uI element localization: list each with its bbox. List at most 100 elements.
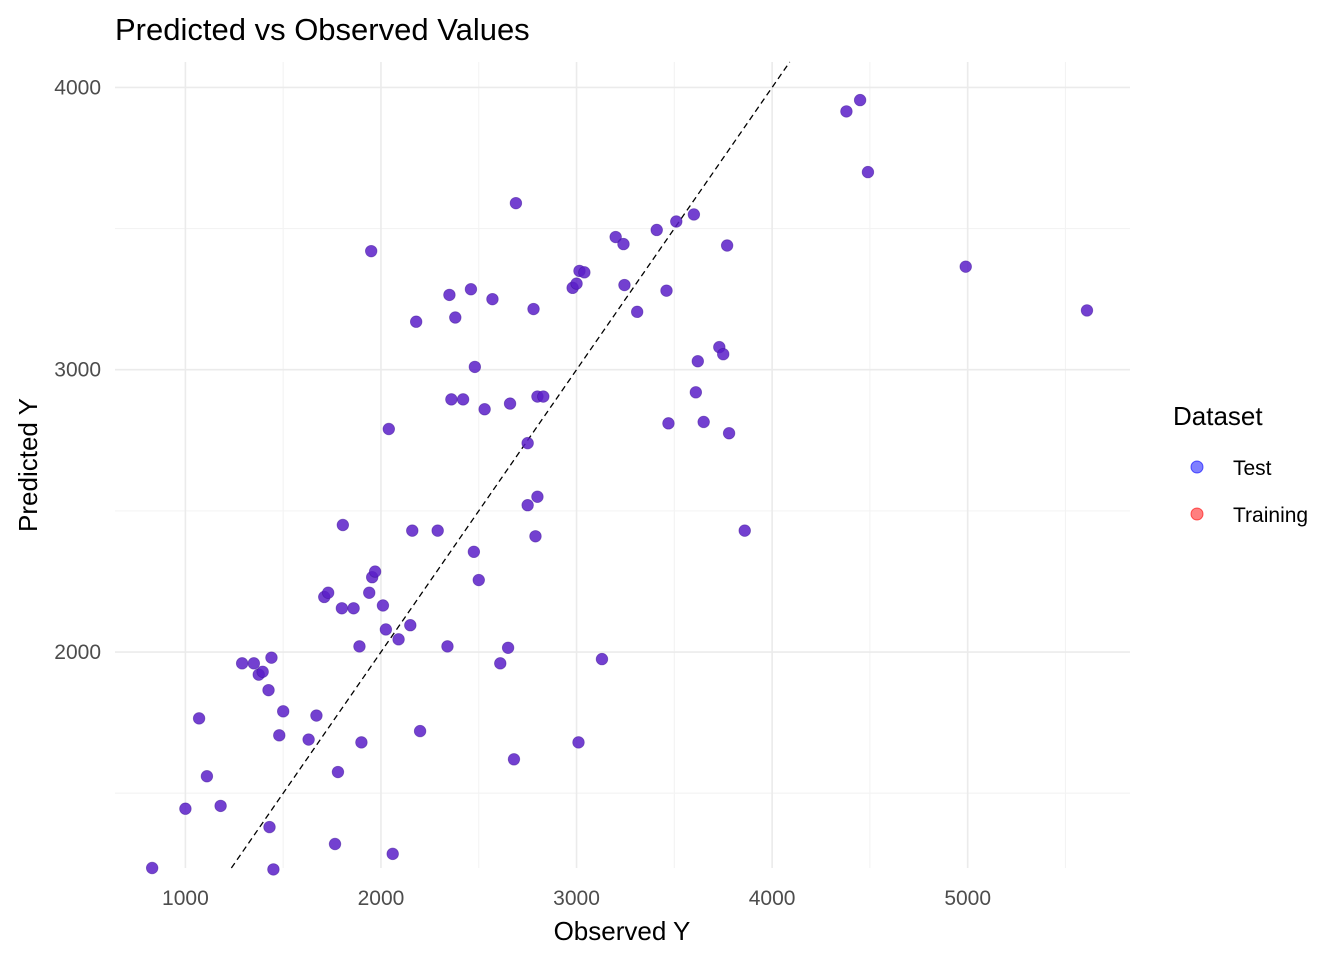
legend-label-test: Test	[1233, 457, 1272, 480]
data-point	[503, 397, 517, 410]
data-point	[404, 619, 417, 632]
legend-title: Dataset	[1173, 401, 1263, 431]
data-point	[321, 586, 335, 599]
data-point	[521, 436, 534, 450]
data-point	[468, 360, 482, 374]
data-point	[840, 105, 853, 118]
data-point	[392, 633, 405, 646]
y-tick-label: 2000	[54, 641, 101, 664]
data-point	[570, 277, 583, 290]
data-point	[192, 712, 206, 725]
data-point	[1080, 304, 1094, 317]
data-point	[537, 390, 550, 403]
data-point	[262, 683, 275, 697]
data-point	[406, 524, 419, 537]
data-point	[353, 640, 366, 653]
data-point	[720, 239, 734, 252]
y-tick-label: 4000	[54, 76, 101, 99]
legend-label-training: Training	[1233, 504, 1308, 527]
data-point	[486, 292, 499, 306]
data-point	[689, 386, 703, 399]
data-point	[273, 729, 286, 742]
y-axis-title: Predicted Y	[13, 398, 43, 532]
legend-key-training	[1190, 507, 1204, 521]
data-point	[507, 753, 521, 766]
data-point	[670, 215, 683, 228]
data-point	[235, 657, 249, 670]
data-point	[959, 260, 972, 273]
grid	[115, 62, 1130, 868]
data-point	[861, 165, 875, 179]
data-point	[660, 284, 673, 297]
legend: Dataset Test Training	[1173, 401, 1308, 527]
data-point	[578, 266, 591, 279]
data-point	[328, 837, 342, 851]
data-point	[409, 315, 423, 328]
data-point	[478, 403, 491, 416]
data-point	[431, 524, 444, 537]
data-point	[310, 709, 323, 722]
axis-ticks: 1000 2000 3000 4000 5000 2000 3000 4000	[54, 76, 991, 910]
data-point	[617, 237, 630, 251]
chart-title: Predicted vs Observed Values	[115, 12, 530, 47]
data-point	[472, 573, 485, 587]
x-tick-label: 5000	[944, 887, 991, 910]
data-point	[494, 657, 507, 670]
data-point	[464, 283, 478, 296]
data-point	[441, 640, 454, 653]
data-point	[650, 223, 663, 237]
x-axis-title: Observed Y	[554, 916, 691, 946]
data-point	[630, 305, 644, 319]
data-point	[618, 278, 631, 292]
data-point	[386, 847, 399, 861]
data-point	[687, 208, 701, 221]
data-point	[449, 311, 462, 324]
data-point	[722, 427, 736, 440]
data-point	[529, 530, 542, 543]
data-point	[501, 641, 515, 654]
data-point	[609, 230, 622, 244]
data-point	[662, 417, 675, 430]
data-point	[738, 524, 751, 537]
data-point	[445, 393, 458, 406]
x-tick-label: 4000	[749, 887, 796, 910]
legend-key-test	[1190, 460, 1204, 474]
data-point	[456, 393, 470, 406]
data-point	[595, 652, 609, 666]
x-tick-label: 1000	[162, 887, 209, 910]
data-point	[382, 422, 395, 436]
data-point	[336, 518, 350, 532]
data-point	[276, 705, 290, 718]
data-point	[331, 765, 345, 779]
data-point	[302, 733, 315, 746]
data-point	[717, 347, 730, 361]
data-point	[509, 196, 523, 210]
data-point	[200, 770, 214, 783]
data-point	[145, 861, 159, 875]
data-point	[413, 724, 427, 738]
data-point	[527, 302, 540, 316]
legend-entries: Test Training	[1190, 457, 1308, 527]
data-points	[145, 93, 1094, 876]
y-tick-label: 3000	[54, 359, 101, 382]
data-point	[443, 288, 456, 302]
data-point	[368, 565, 382, 578]
data-point	[347, 602, 360, 615]
data-point	[572, 736, 585, 749]
x-tick-label: 2000	[358, 887, 405, 910]
data-point	[335, 602, 349, 615]
x-tick-label: 3000	[553, 887, 600, 910]
data-point	[376, 599, 390, 612]
data-point	[179, 802, 192, 815]
data-point	[355, 736, 368, 749]
data-point	[363, 586, 376, 599]
data-point	[521, 499, 534, 512]
data-point	[256, 665, 269, 678]
data-point	[853, 93, 867, 107]
data-point	[263, 820, 276, 834]
data-point	[364, 244, 378, 258]
data-point	[697, 415, 710, 429]
reference-line-layer	[230, 61, 791, 869]
data-point	[267, 863, 280, 876]
